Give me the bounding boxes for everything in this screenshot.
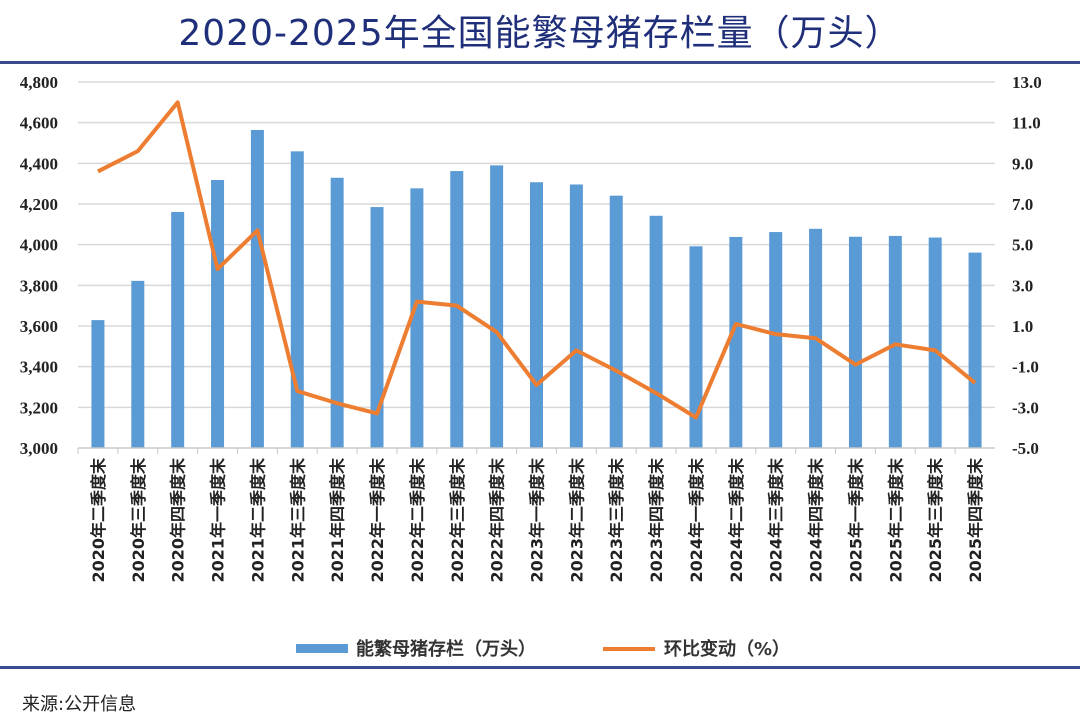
right-tick-label: -1.0 [1012, 358, 1039, 377]
bar [609, 195, 623, 448]
right-tick-label: 3.0 [1012, 276, 1033, 295]
left-tick-label: 3,200 [20, 398, 58, 417]
bar [91, 320, 105, 448]
x-tick-label: 2024年四季度末 [807, 457, 826, 583]
bar [689, 246, 703, 448]
source-note: 来源:公开信息 [22, 694, 137, 715]
chart-title: 2020-2025年全国能繁母猪存栏量（万头） [178, 13, 902, 54]
x-tick-label: 2020年二季度末 [89, 457, 108, 583]
x-tick-label: 2025年二季度末 [886, 457, 905, 583]
legend-label-bar: 能繁母猪存栏（万头） [356, 638, 536, 660]
left-tick-label: 4,200 [20, 195, 58, 214]
x-tick-label: 2024年二季度末 [727, 457, 746, 583]
left-tick-label: 4,600 [20, 114, 58, 133]
bar [490, 165, 504, 448]
x-tick-label: 2020年三季度末 [129, 457, 148, 583]
bar [848, 236, 862, 448]
x-tick-label: 2023年三季度末 [607, 457, 626, 583]
x-tick-label: 2023年二季度末 [567, 457, 586, 583]
title-rule [0, 61, 1080, 64]
x-tick-label: 2020年四季度末 [169, 457, 188, 583]
right-tick-label: -5.0 [1012, 439, 1039, 458]
bar [410, 188, 424, 449]
legend-label-line: 环比变动（%） [664, 638, 790, 660]
bar [729, 236, 743, 448]
bar [968, 252, 982, 448]
bar [649, 215, 663, 448]
x-tick-label: 2025年四季度末 [966, 457, 985, 583]
bar [569, 184, 583, 449]
bar [171, 211, 185, 448]
right-tick-label: 11.0 [1012, 114, 1041, 133]
x-tick-label: 2021年二季度末 [248, 457, 267, 583]
bar [250, 129, 264, 448]
bar [450, 171, 464, 448]
bar [530, 182, 543, 448]
bar [290, 151, 304, 448]
x-tick-label: 2022年三季度末 [448, 457, 467, 583]
x-tick-label: 2024年三季度末 [767, 457, 786, 583]
x-tick-label: 2021年一季度末 [209, 457, 228, 583]
left-tick-label: 3,000 [20, 439, 58, 458]
left-tick-label: 3,600 [20, 317, 58, 336]
left-tick-label: 4,000 [20, 236, 58, 255]
x-tick-label: 2023年一季度末 [528, 457, 547, 583]
left-tick-label: 4,400 [20, 154, 58, 173]
x-tick-label: 2022年一季度末 [368, 457, 387, 583]
right-tick-label: 5.0 [1012, 236, 1033, 255]
right-tick-label: 7.0 [1012, 195, 1033, 214]
bar [330, 177, 344, 448]
x-tick-label: 2021年三季度末 [288, 457, 307, 583]
right-tick-label: 9.0 [1012, 154, 1033, 173]
x-tick-label: 2022年四季度末 [488, 457, 507, 583]
bottom-rule [0, 666, 1080, 669]
bar [769, 232, 783, 448]
x-tick-label: 2022年二季度末 [408, 457, 427, 583]
x-tick-label: 2024年一季度末 [687, 457, 706, 583]
x-tick-label: 2025年三季度末 [926, 457, 945, 583]
x-tick-label: 2021年四季度末 [328, 457, 347, 583]
left-tick-label: 3,800 [20, 276, 58, 295]
bar [211, 180, 225, 449]
bar [131, 280, 145, 448]
x-tick-label: 2023年四季度末 [647, 457, 666, 583]
left-tick-label: 4,800 [20, 73, 58, 92]
bar [928, 237, 942, 448]
bar [888, 235, 902, 448]
left-tick-label: 3,400 [20, 358, 58, 377]
right-tick-label: 13.0 [1012, 73, 1042, 92]
x-tick-label: 2025年一季度末 [846, 457, 865, 583]
legend-swatch-bar [296, 644, 348, 653]
right-tick-label: -3.0 [1012, 398, 1039, 417]
bar [370, 207, 384, 448]
right-tick-label: 1.0 [1012, 317, 1033, 336]
